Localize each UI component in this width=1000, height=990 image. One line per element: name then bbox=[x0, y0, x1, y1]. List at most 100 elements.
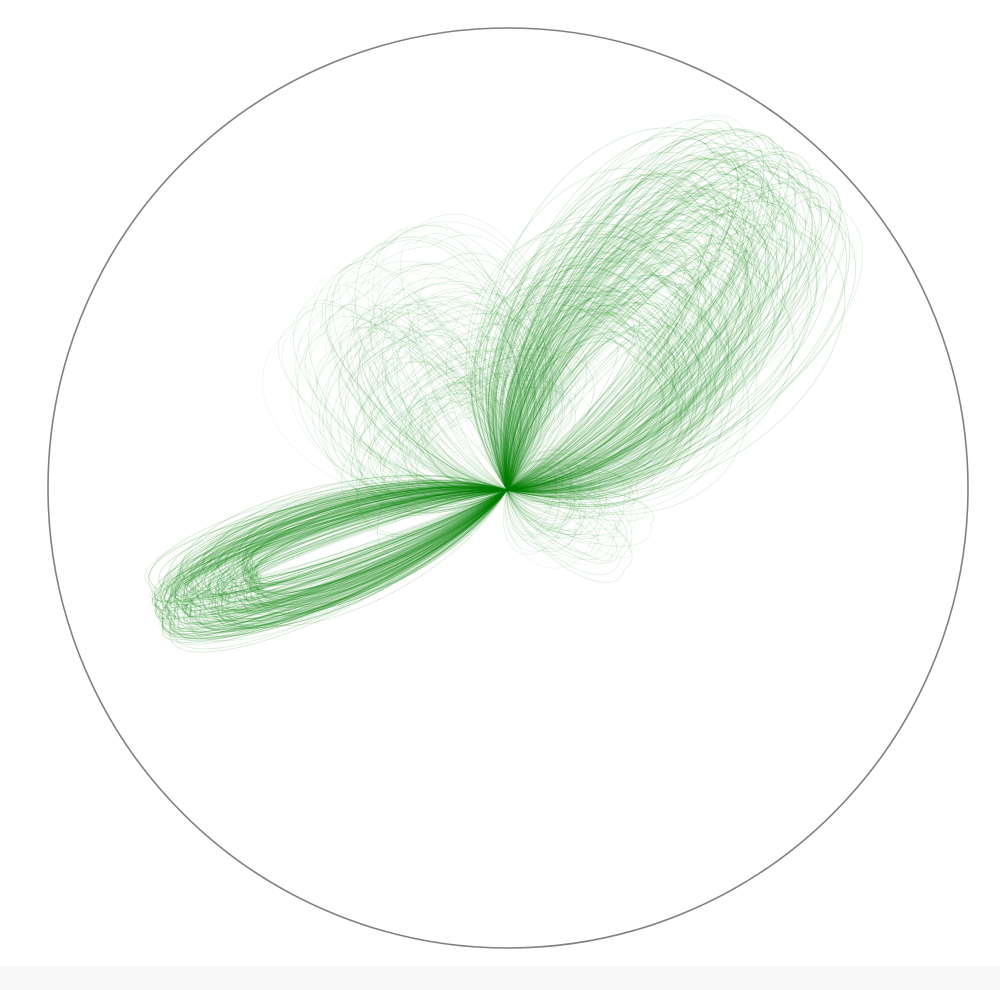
trajectory-curve bbox=[165, 489, 508, 603]
trajectory-curve bbox=[501, 305, 682, 493]
trajectory-curve bbox=[505, 289, 713, 492]
trajectory-curve bbox=[392, 399, 524, 557]
trajectory-curve bbox=[506, 477, 571, 545]
trajectory-curve bbox=[213, 489, 508, 587]
trajectory-curve bbox=[506, 245, 723, 491]
trajectory-curve bbox=[417, 259, 545, 491]
trajectory-curve bbox=[495, 249, 757, 507]
trajectory-curve bbox=[169, 485, 508, 599]
trajectory-curve bbox=[506, 210, 760, 491]
trajectory-curve bbox=[506, 179, 780, 491]
trajectory-curve bbox=[506, 480, 583, 533]
trajectory-curve bbox=[475, 264, 716, 501]
trajectory-curve bbox=[506, 483, 622, 531]
trajectory-curve bbox=[245, 486, 508, 584]
trajectory-curve bbox=[502, 337, 664, 496]
trajectory-curve bbox=[500, 157, 801, 491]
trajectory-curve bbox=[506, 153, 775, 491]
trajectory-curve bbox=[186, 482, 508, 595]
trajectory-curve bbox=[240, 489, 508, 603]
trajectory-curve bbox=[153, 489, 508, 612]
trajectory-curve bbox=[505, 172, 717, 491]
trajectory-curve bbox=[202, 484, 508, 612]
trajectory-curve bbox=[506, 173, 733, 491]
trajectory-curve bbox=[506, 151, 813, 491]
trajectory-curve bbox=[162, 489, 508, 597]
trajectory-curve bbox=[506, 452, 564, 537]
trajectory-curve bbox=[184, 489, 508, 615]
trajectory-curve bbox=[506, 294, 688, 491]
trajectory-curve bbox=[372, 213, 555, 491]
trajectory-curve bbox=[245, 487, 508, 586]
trajectory-curve bbox=[177, 487, 508, 637]
trajectory-curve bbox=[501, 312, 694, 501]
trajectory-curve bbox=[351, 269, 508, 491]
trajectory-curve bbox=[371, 368, 557, 515]
trajectory-curve bbox=[160, 489, 508, 636]
trajectory-curve bbox=[506, 195, 788, 491]
trajectory-curve bbox=[506, 235, 753, 491]
trajectory-curve bbox=[492, 257, 727, 498]
trajectory-curve bbox=[179, 486, 508, 595]
trajectory-curve bbox=[506, 273, 737, 491]
trajectory-curve bbox=[506, 167, 796, 491]
trajectory-curve bbox=[506, 166, 863, 493]
trajectory-curve bbox=[506, 150, 836, 491]
trajectory-curve bbox=[160, 482, 508, 633]
trajectory-curve bbox=[168, 489, 508, 629]
trajectory-curve bbox=[420, 380, 533, 496]
trajectory-curve bbox=[191, 488, 508, 632]
trajectory-curve bbox=[506, 213, 750, 491]
trajectory-curve bbox=[236, 487, 508, 584]
trajectory-curve bbox=[493, 308, 678, 497]
trajectory-curve bbox=[505, 194, 809, 493]
trajectory-curve bbox=[505, 182, 846, 500]
trajectory-curve bbox=[504, 289, 697, 491]
trajectory-curve bbox=[235, 485, 508, 627]
trajectory-curve bbox=[476, 247, 704, 492]
trajectory-curve bbox=[493, 237, 729, 492]
trajectory-curve bbox=[504, 304, 635, 491]
trajectory-curve bbox=[404, 387, 576, 492]
trajectory-curve bbox=[216, 488, 508, 584]
trajectory-curve bbox=[345, 301, 536, 493]
trajectory-curve bbox=[506, 294, 669, 491]
trajectory-curve bbox=[347, 304, 535, 497]
trajectory-curve bbox=[195, 482, 508, 629]
trajectory-curve bbox=[383, 389, 517, 511]
trajectory-curve bbox=[223, 489, 508, 608]
trajectory-curve bbox=[481, 230, 733, 494]
trajectory-curve bbox=[505, 222, 700, 491]
trajectory-curve bbox=[506, 203, 798, 491]
trajectory-curve bbox=[380, 288, 508, 491]
trajectory-curve bbox=[506, 133, 762, 491]
trajectory-curve bbox=[185, 489, 508, 618]
trajectory-curve bbox=[506, 250, 770, 491]
trajectory-curve bbox=[506, 482, 633, 575]
trajectory-curve bbox=[506, 147, 841, 491]
trajectory-curve bbox=[172, 489, 508, 616]
trajectory-curve bbox=[506, 189, 784, 491]
trajectory-curve bbox=[506, 195, 796, 491]
trajectory-curve bbox=[502, 192, 720, 491]
trajectory-curve bbox=[404, 363, 510, 491]
trajectory-curve bbox=[164, 489, 508, 639]
trajectory-curve bbox=[196, 489, 508, 597]
trajectory-curve bbox=[506, 152, 764, 491]
trajectory-curve bbox=[189, 489, 508, 597]
trajectory-curve bbox=[151, 486, 508, 625]
trajectory-curve bbox=[218, 489, 508, 626]
trajectory-curve bbox=[494, 152, 778, 491]
trajectory-curve bbox=[482, 223, 699, 491]
trajectory-curve bbox=[384, 329, 515, 491]
trajectory-curve bbox=[506, 489, 602, 556]
trajectory-curve bbox=[379, 401, 555, 513]
trajectory-curve bbox=[203, 478, 508, 600]
trajectory-curve bbox=[186, 483, 508, 631]
trajectory-curve bbox=[322, 297, 522, 514]
trajectory-curve bbox=[506, 210, 810, 491]
trajectory-curve bbox=[154, 486, 508, 641]
trajectory-curve bbox=[380, 397, 508, 511]
trajectory-curve bbox=[169, 487, 508, 639]
trajectory-curve bbox=[220, 489, 508, 593]
